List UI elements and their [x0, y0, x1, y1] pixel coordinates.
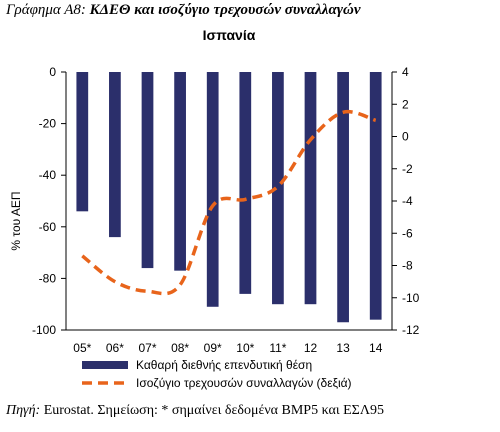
right-tick-label: -4 — [402, 194, 413, 208]
right-tick-label: 4 — [402, 65, 409, 79]
x-tick-label: 07* — [138, 341, 156, 355]
right-tick-label: -12 — [402, 323, 420, 337]
right-tick-label: -6 — [402, 226, 413, 240]
legend-label-line: Ισοζύγιο τρεχουσών συναλλαγών (δεξιά) — [136, 376, 352, 390]
x-tick-label: 12 — [304, 341, 318, 355]
bar-14 — [369, 72, 382, 320]
left-tick-label: -60 — [39, 220, 57, 234]
bar-12 — [304, 72, 317, 305]
bar-07-star — [141, 72, 154, 269]
figure-label: Γράφημα Α8: — [6, 2, 86, 18]
x-tick-label: 11* — [269, 341, 286, 355]
left-tick-label: 0 — [49, 65, 56, 79]
x-tick-label: 05* — [73, 341, 91, 355]
right-tick-label: -2 — [402, 162, 413, 176]
current-account-line — [81, 109, 377, 296]
bar-08-star — [174, 72, 186, 271]
bar-11-star — [272, 72, 284, 305]
figure-heading: ΚΔΕΘ και ισοζύγιο τρεχουσών συναλλαγών — [89, 2, 361, 18]
bar-06-star — [109, 72, 121, 238]
legend-label-bars: Καθαρή διεθνής επενδυτική θέση — [136, 358, 312, 372]
chart-svg: Ισπανία 0 -20 -40 -60 -80 -100 4 2 0 -2 -4 -6 -8 -10 -1… — [9, 27, 420, 390]
left-tick-label: -80 — [39, 271, 57, 285]
x-tick-label: 13 — [336, 341, 350, 355]
right-tick-label: -8 — [402, 259, 413, 273]
chart-title: Ισπανία — [203, 27, 256, 43]
left-tick-label: -20 — [39, 117, 57, 131]
source-note: Πηγή: Eurostat. Σημείωση: * σημαίνει δεδ… — [6, 403, 384, 419]
bar-13 — [337, 72, 349, 323]
right-tick-label: 2 — [402, 97, 409, 111]
bar-05-star — [76, 72, 89, 212]
x-tick-label: 08* — [171, 341, 189, 355]
source-text: Eurostat. Σημείωση: * σημαίνει δεδομένα … — [43, 403, 384, 418]
x-tick-label: 06* — [106, 341, 124, 355]
chart: Ισπανία 0 -20 -40 -60 -80 -100 4 2 0 -2 -4 -6 -8 -10 -1… — [0, 22, 500, 394]
legend-swatch-bars — [82, 361, 128, 369]
y-axis-title: % του ΑΕΠ — [9, 191, 23, 250]
source-label: Πηγή: — [6, 403, 41, 418]
bar-09-star — [206, 72, 219, 307]
bar-10-star — [239, 72, 252, 294]
x-tick-label: 09* — [204, 341, 222, 355]
left-tick-label: -100 — [32, 323, 56, 337]
right-tick-label: 0 — [402, 130, 409, 144]
figure-title: Γράφημα Α8: ΚΔΕΘ και ισοζύγιο τρεχουσών … — [6, 2, 360, 19]
x-tick-label: 14 — [369, 341, 383, 355]
left-tick-label: -40 — [39, 168, 57, 182]
right-tick-label: -10 — [402, 291, 420, 305]
x-tick-label: 10* — [236, 341, 254, 355]
